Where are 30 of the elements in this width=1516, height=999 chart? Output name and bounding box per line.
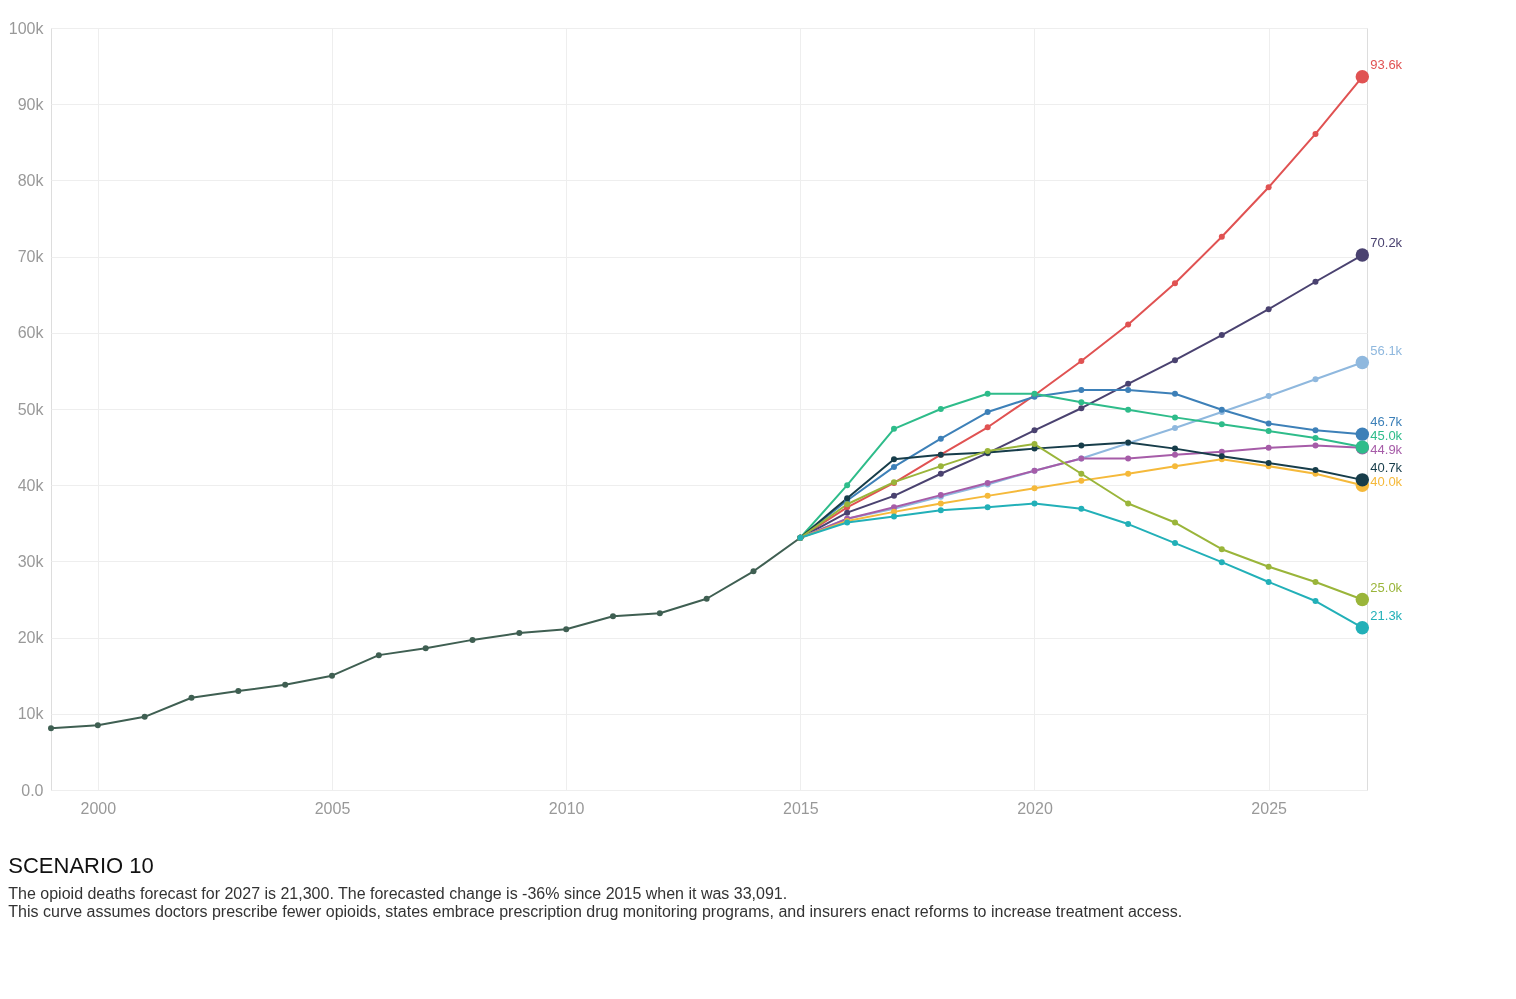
data-label: 44.9k <box>1370 442 1403 458</box>
x-tick-label: 2015 <box>783 799 819 817</box>
y-tick-label: 10k <box>17 705 45 723</box>
y-tick-label: 90k <box>17 95 45 113</box>
y-tick-label: 30k <box>17 552 45 570</box>
text: SCENARIO 10 <box>8 853 154 878</box>
x-tick-label: 2020 <box>1017 799 1053 817</box>
data-label: 45.0k <box>1370 428 1403 444</box>
data-label: 56.1k <box>1370 342 1403 358</box>
y-tick-label: 70k <box>17 248 45 266</box>
data-label: 40.0k <box>1370 473 1403 489</box>
data-label: 21.3k <box>1370 607 1403 623</box>
x-tick-label: 2005 <box>314 799 351 817</box>
y-tick-label: 60k <box>17 324 45 342</box>
y-tick-label: 0.0 <box>21 781 44 799</box>
y-tick-label: 40k <box>17 476 45 494</box>
x-tick-label: 2010 <box>548 799 585 817</box>
y-tick-label: 50k <box>17 400 45 418</box>
x-tick-label: 2025 <box>1251 799 1288 817</box>
data-label: 93.6k <box>1370 56 1403 72</box>
data-label: 40.7k <box>1370 459 1403 475</box>
x-tick-label: 2000 <box>80 799 117 817</box>
text: The opioid deaths forecast for 2027 is 21,300. The forecasted change is -36% since 2015 when it was 33,091. <box>8 885 788 902</box>
y-tick-label: 20k <box>17 629 45 647</box>
data-label: 70.2k <box>1370 235 1403 251</box>
text: This curve assumes doctors prescribe fewer opioids, states embrace prescription drug monitoring programs, and insurers enact reforms to increase treatment access. <box>8 903 1183 920</box>
data-label: 25.0k <box>1370 579 1403 595</box>
y-tick-label: 80k <box>17 171 45 189</box>
data-label: 46.7k <box>1370 414 1403 430</box>
y-tick-label: 100k <box>8 19 45 37</box>
